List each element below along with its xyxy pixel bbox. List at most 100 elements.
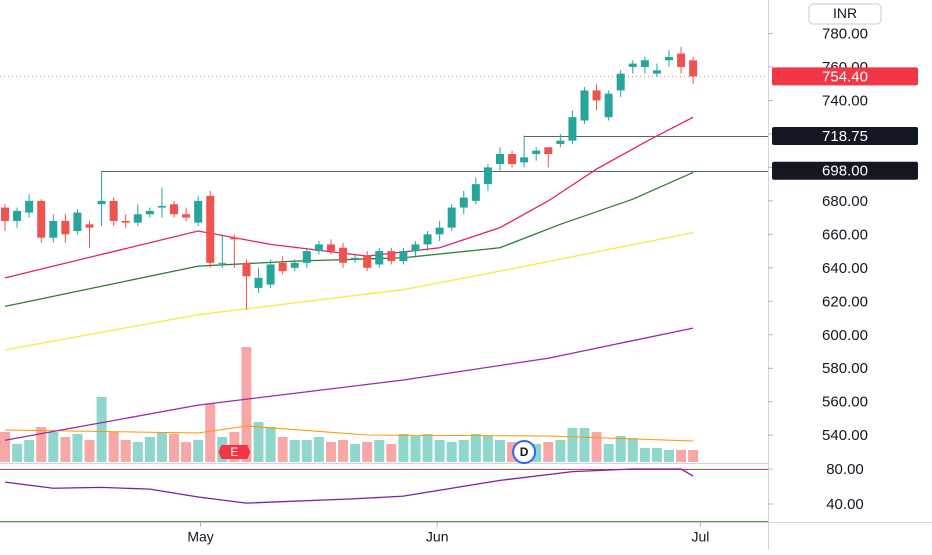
volume-bar <box>120 440 131 462</box>
volume-bar <box>205 404 216 462</box>
candle-body <box>411 244 420 252</box>
level-price-box <box>772 161 918 180</box>
volume-bar <box>688 450 699 462</box>
candle-body <box>230 237 239 240</box>
volume-bar <box>676 450 687 462</box>
candle-body <box>170 204 179 215</box>
volume-bar <box>386 444 397 462</box>
volume-bar <box>253 422 264 462</box>
candle-body <box>628 63 637 67</box>
event-marker <box>512 440 537 464</box>
volume-bar <box>603 444 614 462</box>
volume-bar <box>482 436 493 462</box>
candle-body <box>544 147 553 154</box>
rsi-line <box>4 468 694 504</box>
candle-body <box>278 262 287 272</box>
y-tick-label: 740.00 <box>822 92 868 109</box>
candle-body <box>242 262 251 277</box>
candle-body <box>157 205 166 208</box>
rsi-tick-label: 40.00 <box>826 496 864 513</box>
candle-body <box>616 73 625 91</box>
last-price-box <box>772 67 918 86</box>
currency-box <box>808 3 882 25</box>
volume-bar <box>181 442 192 462</box>
volume-bar <box>12 444 23 462</box>
volume-bar <box>434 440 445 462</box>
candle-body <box>49 220 58 238</box>
moving-average-line <box>4 116 694 279</box>
candle-body <box>145 210 154 215</box>
x-tick-label: Jul <box>691 529 709 545</box>
volume-bar <box>627 438 638 462</box>
y-tick-label: 560.00 <box>822 394 868 411</box>
volume-bar <box>193 440 204 462</box>
candle-body <box>665 56 674 61</box>
volume-bar <box>241 347 252 462</box>
candle-body <box>0 207 9 221</box>
volume-bar <box>325 442 336 462</box>
candle-body <box>640 60 649 67</box>
candle-body <box>194 200 203 223</box>
candle-body <box>520 157 529 163</box>
candle-body <box>604 93 613 118</box>
volume-bar <box>458 440 469 462</box>
candle-body <box>218 262 227 264</box>
volume-bar <box>615 436 626 462</box>
moving-average-line <box>4 232 694 351</box>
candle-body <box>689 60 698 77</box>
level-price-label: 718.75 <box>822 128 868 145</box>
event-marker <box>218 445 251 459</box>
candle-body <box>447 207 456 228</box>
candle-body <box>85 224 94 228</box>
volume-ma-line <box>4 425 694 442</box>
volume-bar <box>470 434 481 462</box>
candle-body <box>37 200 46 238</box>
volume-bar <box>144 437 155 462</box>
volume-bar <box>422 434 433 462</box>
candle-body <box>363 256 372 268</box>
candle-body <box>302 251 311 263</box>
candle-body <box>508 154 517 165</box>
volume-bar <box>24 440 35 462</box>
volume-bar <box>96 397 107 462</box>
volume-bar <box>374 440 385 462</box>
candle-body <box>25 200 34 213</box>
volume-bar <box>591 432 602 462</box>
candle-body <box>375 251 384 265</box>
candle-body <box>351 257 360 260</box>
candle-body <box>73 212 82 231</box>
volume-bar <box>664 450 675 462</box>
moving-average-line <box>4 327 694 441</box>
volume-bar <box>651 448 662 462</box>
volume-bar <box>72 434 83 462</box>
volume-bar <box>639 448 650 462</box>
rsi-tick-label: 80.00 <box>826 461 864 478</box>
event-label: D <box>520 445 529 459</box>
level-price-box <box>772 127 918 146</box>
candle-body <box>471 184 480 201</box>
candle-body <box>133 214 142 223</box>
volume-bar <box>446 442 457 462</box>
volume-bar <box>36 427 47 462</box>
candle-body <box>326 244 335 252</box>
y-tick-label: 540.00 <box>822 427 868 444</box>
candle-body <box>314 244 323 252</box>
candle-body <box>423 234 432 245</box>
candle-body <box>387 251 396 262</box>
candle-body <box>97 200 106 205</box>
candle-body <box>399 251 408 262</box>
candle-body <box>483 167 492 185</box>
candle-body <box>121 220 130 223</box>
candle-body <box>568 117 577 141</box>
volume-bar <box>277 437 288 462</box>
volume-bar <box>567 428 578 462</box>
volume-bar <box>60 437 71 462</box>
candle-body <box>459 197 468 208</box>
currency-label: INR <box>833 5 857 21</box>
y-tick-label: 640.00 <box>822 260 868 277</box>
y-tick-label: 580.00 <box>822 360 868 377</box>
candle-body <box>254 277 263 288</box>
y-tick-label: 660.00 <box>822 226 868 243</box>
volume-bar <box>156 432 167 462</box>
volume-bar <box>350 444 361 462</box>
